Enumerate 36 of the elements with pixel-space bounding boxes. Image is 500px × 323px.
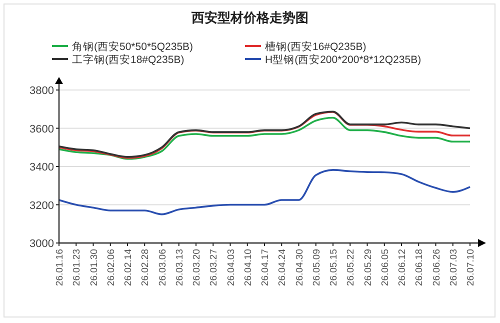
x-tick-label: 26.02.06 — [106, 249, 117, 286]
x-tick-label: 26.07.10 — [466, 249, 476, 286]
x-tick-label: 26.04.24 — [277, 249, 288, 286]
y-tick-label: 3600 — [30, 123, 54, 136]
x-tick-label: 26.01.23 — [72, 249, 83, 286]
y-tick-label: 3200 — [30, 200, 54, 212]
x-tick-label: 26.03.13 — [174, 249, 186, 286]
x-tick-label: 26.01.16 — [54, 249, 66, 286]
legend-label: 角钢(西安50*50*5Q235B) — [72, 40, 194, 53]
x-tick-label: 26.02.28 — [140, 249, 152, 286]
x-tick-label: 26.04.03 — [226, 249, 237, 286]
legend-label: H型钢(西安200*200*8*12Q235B) — [265, 53, 422, 66]
x-tick-label: 26.02.14 — [123, 249, 134, 286]
x-tick-label: 26.06.12 — [397, 249, 408, 286]
x-tick-label: 26.04.30 — [294, 249, 306, 286]
x-tick-label: 26.03.20 — [192, 249, 202, 286]
y-tick-label: 3800 — [30, 85, 54, 97]
line-series — [58, 169, 471, 216]
x-tick-label: 26.03.27 — [208, 249, 220, 286]
x-tick-label: 26.05.15 — [328, 249, 340, 286]
x-tick-label: 26.06.18 — [414, 249, 426, 286]
chart-title: 西安型材价格走势图 — [190, 10, 308, 25]
x-tick-label: 26.07.03 — [448, 249, 460, 286]
x-tick-label: 26.03.06 — [157, 249, 168, 286]
x-tick-label: 26.06.26 — [431, 249, 442, 286]
x-tick-label: 26.01.30 — [88, 249, 100, 286]
x-tick-label: 26.04.17 — [260, 249, 271, 286]
x-tick-label: 26.05.29 — [362, 249, 374, 286]
x-tick-label: 26.06.05 — [380, 249, 391, 286]
legend-label: 槽钢(西安16#Q235B) — [265, 40, 366, 53]
legend-label: 工字钢(西安18#Q235B) — [72, 53, 184, 66]
y-tick-label: 3000 — [30, 238, 54, 250]
y-tick-label: 3400 — [30, 162, 54, 174]
x-tick-label: 26.05.09 — [311, 249, 322, 286]
x-tick-label: 26.04.10 — [242, 249, 254, 286]
x-tick-label: 26.05.22 — [346, 249, 357, 286]
